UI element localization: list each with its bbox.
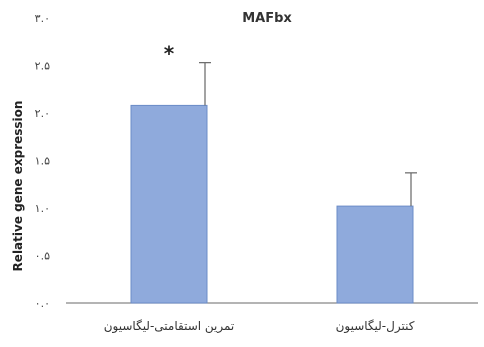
bar bbox=[130, 104, 208, 304]
significance-markers: * bbox=[164, 42, 175, 66]
chart-title: MAFbx bbox=[242, 11, 292, 26]
bars bbox=[130, 104, 414, 304]
y-ticks: ۰.۰ ۰.۵ ۱.۰ ۱.۵ ۲.۰ ۲.۵ ۳.۰ bbox=[35, 12, 50, 310]
y-tick-label: ۰.۰ bbox=[35, 297, 50, 310]
significance-star: * bbox=[164, 42, 175, 66]
y-tick-label: ۳.۰ bbox=[35, 12, 50, 25]
category-label: تمرین استقامتی-لیگاسیون bbox=[104, 319, 235, 334]
y-tick-label: ۲.۰ bbox=[35, 107, 50, 120]
y-axis-label: Relative gene expression bbox=[11, 101, 25, 272]
y-tick-label: ۱.۵ bbox=[35, 155, 50, 168]
category-labels: تمرین استقامتی-لیگاسیون کنترل-لیگاسیون bbox=[104, 319, 415, 334]
error-bars bbox=[199, 62, 417, 207]
bar bbox=[336, 205, 414, 304]
y-tick-label: ۰.۵ bbox=[35, 250, 50, 263]
y-tick-label: ۲.۵ bbox=[35, 60, 50, 73]
category-label: کنترل-لیگاسیون bbox=[336, 319, 415, 334]
y-tick-label: ۱.۰ bbox=[35, 202, 50, 215]
